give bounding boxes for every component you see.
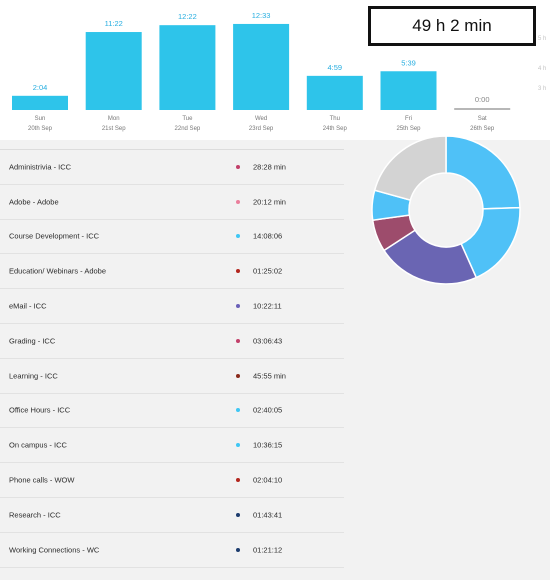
x-tick-day: Sat xyxy=(478,116,487,122)
x-tick-day: Wed xyxy=(255,116,267,122)
x-tick-date: 21st Sep xyxy=(102,126,126,132)
activity-name: eMail - ICC xyxy=(9,301,47,311)
donut-slice[interactable] xyxy=(373,135,447,202)
x-tick-date: 26th Sep xyxy=(470,126,495,132)
activity-row[interactable]: Learning - ICC 45:55 min xyxy=(0,359,344,394)
activity-duration: 01:43:41 xyxy=(253,510,283,520)
activity-duration: 20:12 min xyxy=(253,197,286,207)
y-tick-label: 4 h xyxy=(538,66,546,72)
activity-row[interactable]: Phone calls - WOW 02:04:10 xyxy=(0,463,344,498)
list-divider xyxy=(0,149,344,150)
x-tick-day: Sun xyxy=(35,116,46,122)
activity-row[interactable]: Working Connections - WC 01:21:12 xyxy=(0,533,344,568)
bar-sun[interactable] xyxy=(12,95,68,110)
bar-thu[interactable] xyxy=(306,75,363,110)
weekly-bar-chart-panel: 5 h 4 h 3 h 2:04 Sun 20th Sep 11:22 Mon 21st Sep… xyxy=(0,0,550,140)
x-tick-day: Fri xyxy=(405,116,412,122)
bar-value-label: 4:59 xyxy=(327,63,342,72)
x-tick-date: 23rd Sep xyxy=(249,126,274,132)
bar-value-label: 12:22 xyxy=(178,12,197,21)
activity-duration: 45:55 min xyxy=(253,371,286,381)
x-tick-date: 24th Sep xyxy=(323,126,348,132)
activity-name: Office Hours - ICC xyxy=(9,405,71,415)
activity-row[interactable]: Office Hours - ICC 02:40:05 xyxy=(0,394,344,429)
activity-color-dot xyxy=(236,269,240,274)
activity-row[interactable]: Research - ICC 01:43:41 xyxy=(0,498,344,533)
activity-name: On campus - ICC xyxy=(9,440,67,450)
activity-color-dot xyxy=(236,164,240,169)
activity-name: Working Connections - WC xyxy=(9,545,100,555)
activity-row[interactable]: Adobe - Adobe 20:12 min xyxy=(0,185,344,220)
total-time-value: 49 h 2 min xyxy=(412,16,492,35)
activity-color-dot xyxy=(236,199,240,204)
x-tick-day: Tue xyxy=(182,116,193,122)
x-tick-date: 25th Sep xyxy=(396,126,421,132)
bar-value-label: 0:00 xyxy=(475,95,490,104)
activity-row[interactable]: Grading - ICC 03:06:43 xyxy=(0,324,344,359)
activity-duration: 02:40:05 xyxy=(253,405,283,415)
activity-duration: 01:25:02 xyxy=(253,266,283,276)
y-tick-label: 5 h xyxy=(538,36,546,42)
activity-duration: 03:06:43 xyxy=(253,336,283,346)
bar-value-label: 12:33 xyxy=(252,11,271,20)
bar-sat[interactable] xyxy=(454,108,511,110)
activity-row[interactable]: Course Development - ICC 14:08:06 xyxy=(0,220,344,255)
activity-name: Learning - ICC xyxy=(9,371,58,381)
activity-color-dot xyxy=(236,408,240,413)
bar-value-label: 11:22 xyxy=(105,19,123,28)
bar-value-label: 2:04 xyxy=(33,83,48,92)
activity-duration: 02:04:10 xyxy=(253,475,283,485)
activity-color-dot xyxy=(236,338,240,343)
activity-name: Phone calls - WOW xyxy=(9,475,75,485)
activity-duration: 01:21:12 xyxy=(253,545,283,555)
y-tick-label: 3 h xyxy=(538,86,546,92)
bar-mon[interactable] xyxy=(85,32,142,110)
activity-name: Administrivia - ICC xyxy=(9,162,72,172)
activity-name: Research - ICC xyxy=(9,510,61,520)
activity-color-dot xyxy=(236,234,240,239)
donut-slice[interactable] xyxy=(445,135,521,210)
activity-color-dot xyxy=(236,373,240,378)
activity-list: Administrivia - ICC 28:28 min Adobe - Adob… xyxy=(0,150,344,568)
x-tick-day: Thu xyxy=(330,116,340,122)
activity-row[interactable]: eMail - ICC 10:22:11 xyxy=(0,289,344,324)
bar-value-label: 5:39 xyxy=(401,58,416,67)
activity-name: Education/ Webinars - Adobe xyxy=(9,266,107,276)
activity-name: Course Development - ICC xyxy=(9,231,100,241)
activity-donut-chart xyxy=(371,135,521,285)
bar-wed[interactable] xyxy=(233,23,290,111)
activity-row[interactable]: On campus - ICC 10:36:15 xyxy=(0,428,344,464)
activity-color-dot xyxy=(236,443,240,448)
x-tick-date: 20th Sep xyxy=(28,126,53,132)
bar-fri[interactable] xyxy=(380,71,437,110)
activity-name: Grading - ICC xyxy=(9,336,56,346)
bar-tue[interactable] xyxy=(159,25,216,111)
x-tick-date: 22nd Sep xyxy=(175,126,201,132)
x-tick-day: Mon xyxy=(108,116,120,122)
activity-duration: 10:36:15 xyxy=(253,440,283,450)
activity-name: Adobe - Adobe xyxy=(9,197,59,207)
total-time-box: 49 h 2 min xyxy=(368,6,536,46)
activity-color-dot xyxy=(236,478,240,483)
activity-duration: 28:28 min xyxy=(253,162,286,172)
activity-color-dot xyxy=(236,547,240,552)
activity-color-dot xyxy=(236,304,240,309)
weekly-bar-chart: 5 h 4 h 3 h 2:04 Sun 20th Sep 11:22 Mon 21st Sep… xyxy=(12,11,546,132)
activity-row[interactable]: Administrivia - ICC 28:28 min xyxy=(0,150,344,185)
activity-duration: 10:22:11 xyxy=(253,301,282,311)
activity-duration: 14:08:06 xyxy=(253,231,283,241)
activity-row[interactable]: Education/ Webinars - Adobe 01:25:02 xyxy=(0,254,344,290)
activity-color-dot xyxy=(236,512,240,517)
